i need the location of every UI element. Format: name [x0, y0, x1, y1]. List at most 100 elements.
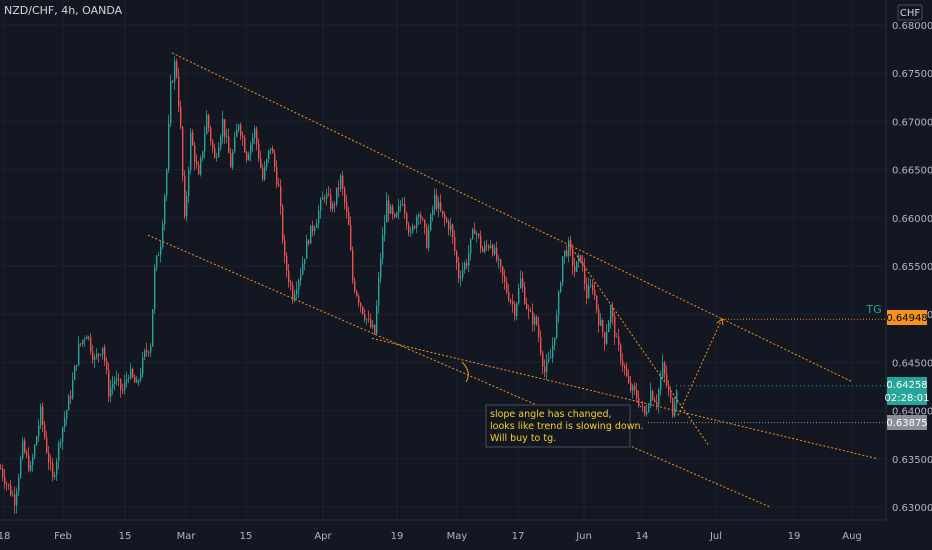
price-scale[interactable]: CHF 0.680000.675000.670000.665000.660000… [865, 0, 932, 520]
candle-body [600, 319, 602, 326]
candle-body [448, 221, 450, 230]
candle-body [634, 385, 636, 391]
candle-body [190, 132, 192, 170]
x-tick-label: May [447, 531, 468, 542]
candle-body [354, 280, 356, 292]
candle-body [264, 167, 266, 180]
candle-body [644, 406, 646, 415]
candle-body [242, 135, 244, 138]
candle-body [622, 360, 624, 366]
candle-body [482, 248, 484, 252]
candle-body [22, 440, 24, 458]
candle-body [456, 251, 458, 263]
candle-body [110, 387, 112, 397]
candle-body [378, 278, 380, 306]
candle-body [172, 81, 174, 83]
candle-body [20, 457, 22, 478]
candle-body [662, 362, 664, 378]
candle-body [442, 210, 444, 215]
angle-arc [461, 361, 469, 383]
candle-body [604, 332, 606, 344]
candle-body [30, 465, 32, 471]
candle-body [422, 218, 424, 220]
candle-body [382, 235, 384, 259]
candle-body [292, 285, 294, 301]
candle-body [616, 336, 618, 338]
candle-body [510, 300, 512, 302]
currency-label[interactable]: CHF [900, 8, 921, 19]
candle-body [262, 167, 264, 180]
candle-body [2, 468, 4, 477]
candle-body [150, 346, 152, 353]
candle-body [340, 175, 342, 189]
candle-body [100, 354, 102, 356]
candle-body [440, 202, 442, 211]
annotation-line-2: looks like trend is slowing down. [490, 421, 644, 432]
candle-body [462, 269, 464, 278]
candle-body [138, 380, 140, 381]
candle-body [524, 287, 526, 304]
candle-body [312, 225, 314, 232]
candle-body [672, 398, 674, 417]
candle-body [276, 167, 278, 185]
trendline [371, 337, 879, 460]
candle-body [6, 483, 8, 485]
candle-body [574, 266, 576, 272]
candle-body [220, 136, 222, 148]
candle-body [588, 286, 590, 299]
annotation-line-3: Will buy to tg. [490, 433, 556, 444]
candle-body [174, 61, 176, 82]
time-scale[interactable]: 18 Feb 15 Mar 15 Apr 19 May 17 Jun 14 Jul 19 Aug [0, 519, 886, 542]
candle-body [288, 270, 290, 283]
candle-body [82, 339, 84, 344]
candle-body [58, 442, 60, 462]
candle-body [194, 145, 196, 163]
candle-body [104, 347, 106, 362]
last-price: 0.64258 [886, 380, 927, 391]
candle-body [402, 203, 404, 205]
candle-body [434, 194, 436, 210]
candle-body [420, 214, 422, 219]
candle-body [184, 175, 186, 217]
y-tick-label: 0.66000 [892, 214, 932, 225]
candle-body [396, 212, 398, 217]
candle-body [580, 255, 582, 262]
y-tick-label: 0.64500 [892, 358, 932, 369]
level-lines-layer [648, 318, 886, 424]
candle-body [370, 319, 372, 328]
candle-body [592, 285, 594, 291]
candle-body [60, 441, 62, 443]
last-price-box [887, 377, 927, 405]
candle-body [554, 337, 556, 346]
annotation-note[interactable]: slope angle has changed, looks like tren… [485, 404, 644, 448]
candle-body [170, 81, 172, 124]
candle-body [660, 377, 662, 390]
candle-body [642, 406, 644, 407]
candle-body [290, 282, 292, 286]
candle-body [564, 250, 566, 257]
candle-body [158, 255, 160, 257]
candle-body [602, 319, 604, 333]
candle-body [48, 452, 50, 463]
candle-body [652, 391, 654, 400]
candle-body [176, 61, 178, 77]
candle-body [270, 148, 272, 151]
trendline-layer[interactable] [147, 52, 879, 508]
x-tick-label: 18 [0, 531, 10, 542]
candle-body [232, 152, 234, 168]
candle-body [656, 401, 658, 406]
candle-body [460, 277, 462, 279]
candle-body [614, 316, 616, 338]
candle-body [180, 106, 182, 128]
x-tick-label: 15 [119, 531, 132, 542]
candle-body [458, 262, 460, 279]
candle-body [520, 278, 522, 288]
candle-body [584, 265, 586, 285]
candle-body [514, 304, 516, 317]
x-tick-label: Jun [575, 531, 592, 542]
candle-body [212, 140, 214, 149]
candle-body [650, 391, 652, 406]
candle-body [92, 351, 94, 360]
candle-body [204, 134, 206, 152]
